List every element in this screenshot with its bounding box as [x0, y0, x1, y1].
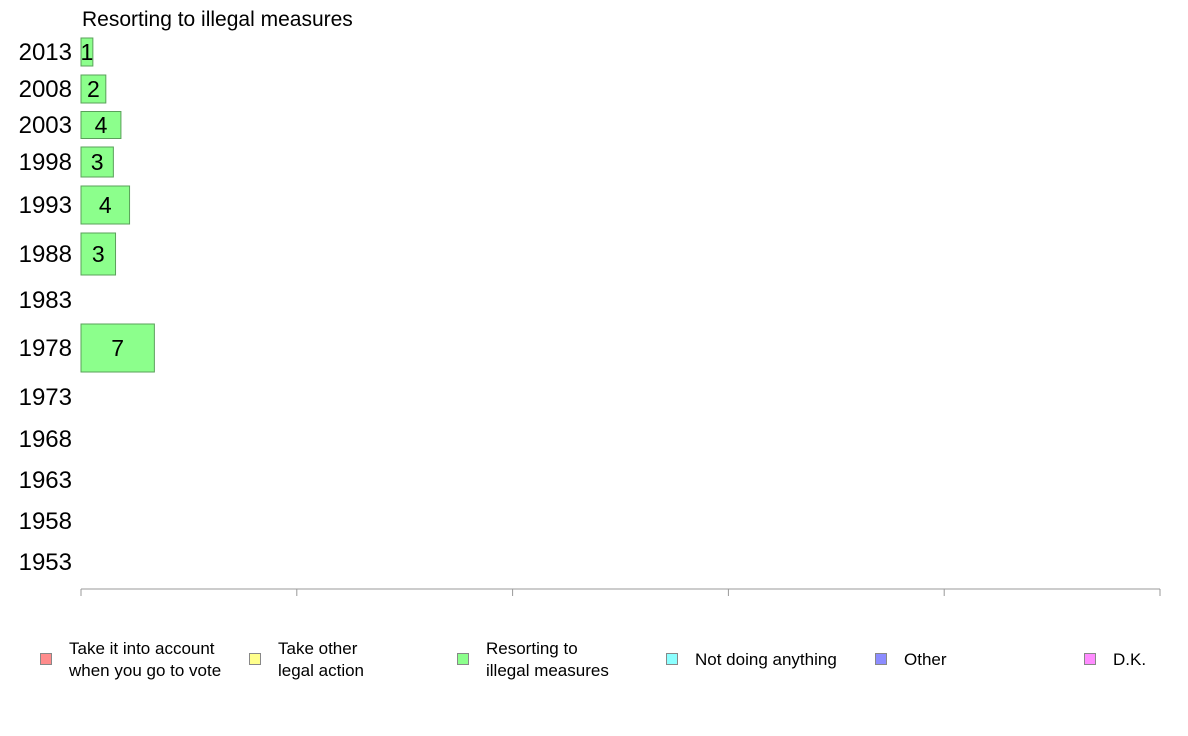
legend-label: D.K. [1113, 650, 1147, 669]
legend-item-5: Other [875, 649, 947, 671]
y-tick-label-1988: 1988 [19, 241, 72, 268]
bars-layer: 1 2 4 3 4 3 7 [80, 37, 155, 373]
data-label-1978: 7 [111, 335, 124, 361]
x-axis: 020406080100 [75, 588, 1178, 627]
legend-label: Not doing anything [695, 650, 837, 669]
y-tick-label-1953: 1953 [19, 549, 72, 576]
data-label-2013: 1 [81, 39, 94, 65]
legend-swatch [1084, 653, 1096, 665]
y-tick-label-1998: 1998 [19, 149, 72, 176]
legend-label: Take it into account when you go to vote [69, 639, 222, 680]
bar-2008 [80, 74, 107, 104]
legend-swatch [666, 653, 678, 665]
legend-label: Take other legal action [278, 639, 365, 680]
y-tick-label-1968: 1968 [19, 426, 72, 453]
bar-1978 [80, 323, 155, 373]
y-tick-label-1993: 1993 [19, 192, 72, 219]
legend-swatch [40, 653, 52, 665]
y-tick-label-1958: 1958 [19, 508, 72, 535]
chart-svg: Resorting to illegal measures 1 2 4 3 4 3 7 20… [19, 8, 1178, 627]
data-label-2008: 2 [87, 76, 100, 102]
legend-item-3: Resorting to illegal measures [457, 638, 609, 682]
y-axis-labels: 2013 2008 2003 1998 1993 1988 1983 1978 1973 1968… [19, 39, 72, 576]
y-tick-label-1983: 1983 [19, 287, 72, 314]
legend-item-1: Take it into account when you go to vote [40, 638, 221, 682]
bar-2003 [80, 111, 122, 139]
y-tick-label-1963: 1963 [19, 467, 72, 494]
chart-title: Resorting to illegal measures [82, 8, 353, 31]
data-label-1993: 4 [99, 192, 112, 218]
y-tick-label-2008: 2008 [19, 76, 72, 103]
bar-1993 [80, 185, 131, 225]
legend-label: Other [904, 650, 947, 669]
y-tick-label-2013: 2013 [19, 39, 72, 66]
legend-item-6: D.K. [1084, 649, 1146, 671]
data-label-1988: 3 [92, 241, 105, 267]
bar-1988 [80, 232, 117, 276]
data-label-1998: 3 [91, 149, 104, 175]
y-tick-label-2003: 2003 [19, 112, 72, 139]
legend-item-2: Take other legal action [249, 638, 364, 682]
data-label-2003: 4 [95, 112, 108, 138]
y-tick-label-1973: 1973 [19, 384, 72, 411]
legend-swatch [457, 653, 469, 665]
legend-item-4: Not doing anything [666, 649, 837, 671]
legend-swatch [249, 653, 261, 665]
y-tick-label-1978: 1978 [19, 335, 72, 362]
legend: Take it into account when you go to vote… [0, 638, 1188, 688]
bar-1998 [80, 146, 114, 178]
bar-2013 [80, 37, 94, 67]
legend-swatch [875, 653, 887, 665]
legend-label: Resorting to illegal measures [486, 639, 609, 680]
